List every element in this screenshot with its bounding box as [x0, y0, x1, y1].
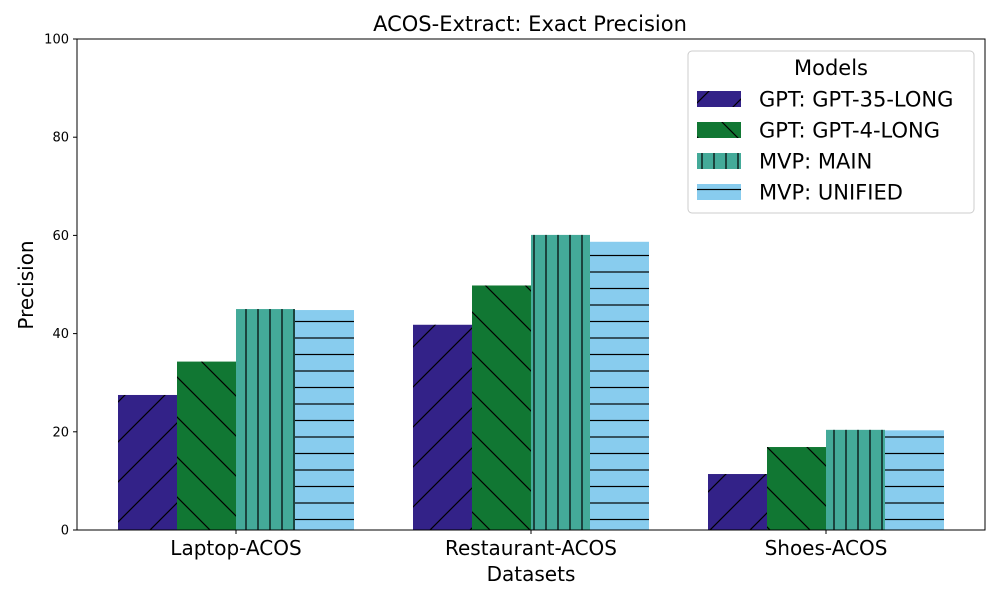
bar-hatch [295, 310, 354, 530]
bar [708, 474, 767, 530]
bar-hatch [413, 324, 472, 530]
x-tick-label: Shoes-ACOS [765, 536, 888, 560]
y-tick-label: 20 [52, 425, 69, 440]
bar-hatch [177, 361, 236, 530]
bar [826, 429, 885, 530]
bar-hatch [118, 394, 177, 530]
legend-entry: GPT: GPT-35-LONG [697, 88, 953, 112]
bar [118, 394, 177, 530]
bar [767, 447, 826, 530]
y-tick-label: 100 [44, 33, 69, 48]
bars-group [118, 234, 944, 530]
bar [885, 430, 944, 530]
legend-swatch-hatch [697, 184, 741, 200]
legend-label: MVP: UNIFIED [759, 181, 903, 205]
legend-box [687, 50, 975, 214]
bar-hatch [531, 234, 590, 530]
y-axis: 0 20 40 60 80 100 [44, 33, 77, 539]
chart-title: ACOS-Extract: Exact Precision [373, 12, 687, 36]
legend-swatch-hatch [697, 122, 741, 138]
bar-hatch [708, 474, 767, 530]
bar-hatch [236, 309, 295, 530]
legend-entry: MVP: UNIFIED [697, 181, 903, 205]
legend-entry: MVP: MAIN [697, 150, 872, 174]
x-axis-label: Datasets [487, 562, 576, 586]
bar [531, 234, 590, 530]
legend-swatch-hatch [697, 153, 741, 169]
y-tick-label: 60 [52, 229, 69, 244]
bar-hatch [472, 285, 531, 530]
legend-label: MVP: MAIN [759, 150, 872, 174]
bar [590, 241, 649, 530]
legend-swatch-hatch [697, 91, 741, 107]
bar-hatch [767, 447, 826, 530]
bar [472, 285, 531, 530]
x-tick-label: Laptop-ACOS [170, 536, 301, 560]
bar [413, 324, 472, 530]
y-tick-label: 80 [52, 131, 69, 146]
legend-label: GPT: GPT-35-LONG [759, 88, 953, 112]
bar [295, 310, 354, 530]
legend-title: Models [794, 56, 868, 80]
bar-hatch [885, 430, 944, 530]
x-tick-label: Restaurant-ACOS [445, 536, 617, 560]
y-tick-label: 0 [61, 524, 69, 539]
legend: Models GPT: GPT-35-LONG GPT: GPT-4-LONG MV… [687, 50, 975, 214]
bar-hatch [826, 429, 885, 530]
legend-label: GPT: GPT-4-LONG [759, 119, 940, 143]
bar [236, 309, 295, 530]
y-tick-label: 40 [52, 327, 69, 342]
y-axis-label: Precision [14, 240, 38, 329]
bar-hatch [590, 241, 649, 530]
bar [177, 361, 236, 530]
legend-entry: GPT: GPT-4-LONG [697, 119, 940, 143]
x-axis: Laptop-ACOS Restaurant-ACOS Shoes-ACOS [170, 530, 887, 560]
